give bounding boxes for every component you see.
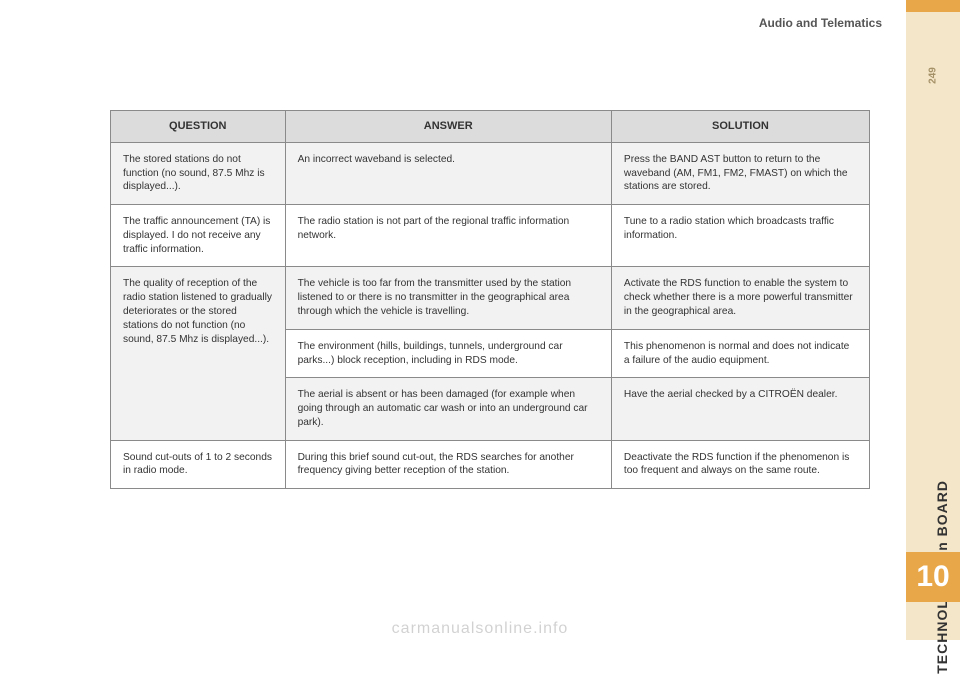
page: 249 Audio and Telematics TECHNOLOGY on B… xyxy=(0,0,960,640)
cell-question: The quality of reception of the radio st… xyxy=(111,267,286,440)
table-row: Sound cut-outs of 1 to 2 seconds in radi… xyxy=(111,440,870,489)
watermark: carmanualsonline.info xyxy=(392,620,569,638)
cell-question: Sound cut-outs of 1 to 2 seconds in radi… xyxy=(111,440,286,489)
header-title: Audio and Telematics xyxy=(759,16,882,30)
cell-answer: The radio station is not part of the reg… xyxy=(285,205,611,267)
table-header-row: QUESTION ANSWER SOLUTION xyxy=(111,111,870,143)
cell-solution: Press the BAND AST button to return to t… xyxy=(611,142,869,204)
cell-solution: Deactivate the RDS function if the pheno… xyxy=(611,440,869,489)
cell-question: The traffic announcement (TA) is display… xyxy=(111,205,286,267)
cell-solution: This phenomenon is normal and does not i… xyxy=(611,329,869,378)
chapter-number: 10 xyxy=(916,560,949,594)
table-row: The quality of reception of the radio st… xyxy=(111,267,870,329)
cell-answer: The aerial is absent or has been damaged… xyxy=(285,378,611,440)
cell-answer: The vehicle is too far from the transmit… xyxy=(285,267,611,329)
faq-table: QUESTION ANSWER SOLUTION The stored stat… xyxy=(110,110,870,489)
cell-answer: The environment (hills, buildings, tunne… xyxy=(285,329,611,378)
cell-solution: Tune to a radio station which broadcasts… xyxy=(611,205,869,267)
page-number: 249 xyxy=(928,49,939,103)
right-margin-tab xyxy=(906,0,960,12)
table-row: The stored stations do not function (no … xyxy=(111,142,870,204)
cell-answer: During this brief sound cut-out, the RDS… xyxy=(285,440,611,489)
faq-table-wrap: QUESTION ANSWER SOLUTION The stored stat… xyxy=(110,110,870,489)
col-header-question: QUESTION xyxy=(111,111,286,143)
cell-solution: Have the aerial checked by a CITROËN dea… xyxy=(611,378,869,440)
col-header-answer: ANSWER xyxy=(285,111,611,143)
cell-question: The stored stations do not function (no … xyxy=(111,142,286,204)
chapter-number-box: 10 xyxy=(906,552,960,602)
cell-solution: Activate the RDS function to enable the … xyxy=(611,267,869,329)
cell-answer: An incorrect waveband is selected. xyxy=(285,142,611,204)
col-header-solution: SOLUTION xyxy=(611,111,869,143)
table-row: The traffic announcement (TA) is display… xyxy=(111,205,870,267)
